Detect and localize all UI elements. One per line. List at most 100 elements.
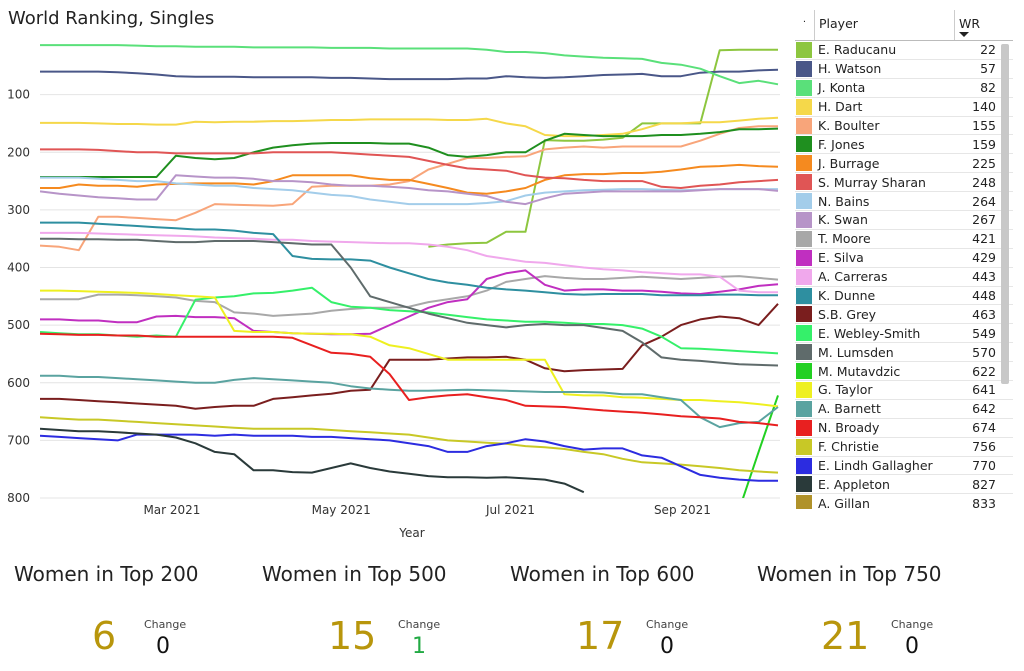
series-line-j-konta[interactable] xyxy=(40,44,779,86)
series-line-m-mutavdzic[interactable] xyxy=(739,395,779,509)
legend-row[interactable]: H. Dart 140 xyxy=(795,98,1013,117)
legend-player-name: A. Carreras xyxy=(818,269,888,285)
legend-swatch xyxy=(796,117,812,134)
legend-row[interactable]: N. Bains 264 xyxy=(795,192,1013,212)
kpi-title: Women in Top 750 xyxy=(757,562,942,586)
legend-row[interactable]: A. Carreras 443 xyxy=(795,268,1013,287)
legend-col-wr[interactable]: WR xyxy=(955,10,1001,40)
y-tick-label: 700 xyxy=(7,433,30,447)
kpi-change-label: Change xyxy=(891,618,934,631)
legend-wr-value: 622 xyxy=(972,363,996,379)
series-line-g-taylor[interactable] xyxy=(40,289,779,408)
legend-swatch xyxy=(796,476,812,493)
kpi-title: Women in Top 600 xyxy=(510,562,695,586)
series-line-h-watson[interactable] xyxy=(40,68,779,81)
legend-col-player[interactable]: Player xyxy=(815,10,955,40)
legend-wr-value: 140 xyxy=(972,99,996,115)
series-line-a-barnett[interactable] xyxy=(40,374,779,429)
kpi-change-label: Change xyxy=(646,618,689,631)
legend-row[interactable]: E. Lindh Gallagher 770 xyxy=(795,457,1013,476)
y-tick-label: 100 xyxy=(7,88,30,102)
series-line-t-moore[interactable] xyxy=(40,275,779,317)
series-line-e-silva[interactable] xyxy=(40,269,779,336)
legend-player-name: E. Lindh Gallagher xyxy=(818,458,933,474)
legend-player-name: E. Appleton xyxy=(818,476,890,492)
legend-wr-value: 267 xyxy=(972,212,996,228)
legend-table: . Player WR E. Raducanu 22 H. Watson 57 J. K… xyxy=(795,10,1013,510)
legend-rows: E. Raducanu 22 H. Watson 57 J. Konta 82 H. Dar… xyxy=(795,41,1013,509)
x-tick-label: Sep 2021 xyxy=(654,503,711,517)
legend-wr-value: 82 xyxy=(980,80,996,96)
series-line-j-burrage[interactable] xyxy=(40,163,779,195)
series-line-k-swan[interactable] xyxy=(40,174,779,206)
legend-wr-value: 549 xyxy=(972,325,996,341)
series-line-k-boulter[interactable] xyxy=(40,125,778,252)
legend-row[interactable]: N. Broady 674 xyxy=(795,419,1013,438)
legend-row[interactable]: E. Appleton 827 xyxy=(795,475,1013,495)
series-line-m-lumsden[interactable] xyxy=(40,237,779,367)
legend-swatch xyxy=(796,381,812,398)
legend-swatch xyxy=(796,268,812,285)
legend-row[interactable]: S. Murray Sharan 248 xyxy=(795,173,1013,193)
legend-row[interactable]: H. Watson 57 xyxy=(795,60,1013,79)
series-line-h-dart[interactable] xyxy=(40,116,779,138)
legend-player-name: N. Broady xyxy=(818,420,880,436)
legend-row[interactable]: J. Konta 82 xyxy=(795,79,1013,98)
y-tick-label: 300 xyxy=(7,203,30,217)
legend-row[interactable]: S.B. Grey 463 xyxy=(795,305,1013,325)
legend-row[interactable]: E. Silva 429 xyxy=(795,249,1013,268)
legend-row[interactable]: F. Jones 159 xyxy=(795,135,1013,155)
legend-wr-value: 827 xyxy=(972,476,996,492)
series-line-e-raducanu[interactable] xyxy=(428,48,778,248)
legend-row[interactable]: T. Moore 421 xyxy=(795,230,1013,249)
legend-col-wr-label: WR xyxy=(959,16,981,31)
legend-row[interactable]: A. Barnett 642 xyxy=(795,400,1013,419)
legend-row[interactable]: M. Lumsden 570 xyxy=(795,343,1013,363)
kpi-value: 15 xyxy=(328,614,377,658)
legend-wr-value: 429 xyxy=(972,250,996,266)
legend-row[interactable]: K. Swan 267 xyxy=(795,211,1013,230)
legend-swatch xyxy=(796,287,812,304)
kpi-title: Women in Top 500 xyxy=(262,562,447,586)
legend-player-name: S.B. Grey xyxy=(818,306,877,322)
series-line-k-dunne[interactable] xyxy=(40,221,778,297)
legend-row[interactable]: M. Mutavdzic 622 xyxy=(795,362,1013,382)
legend-player-name: F. Christie xyxy=(818,439,879,455)
legend-row[interactable]: F. Christie 756 xyxy=(795,438,1013,457)
legend-swatch xyxy=(796,419,812,436)
kpi-change-value: 0 xyxy=(156,634,170,659)
legend-wr-value: 641 xyxy=(972,382,996,398)
legend-player-name: A. Barnett xyxy=(818,401,881,417)
series-line-e-webley-smith[interactable] xyxy=(40,286,779,355)
series-line-a-carreras[interactable] xyxy=(40,231,778,294)
legend-player-name: G. Taylor xyxy=(818,382,873,398)
legend-col-color[interactable]: . xyxy=(795,10,815,40)
legend-swatch xyxy=(796,325,812,342)
legend-row[interactable]: E. Webley-Smith 549 xyxy=(795,324,1013,344)
kpi-value: 6 xyxy=(92,614,117,658)
legend-swatch xyxy=(796,438,812,455)
legend-scrollbar[interactable] xyxy=(1001,44,1009,384)
series-line-n-bains[interactable] xyxy=(40,176,778,206)
legend-player-name: S. Murray Sharan xyxy=(818,174,926,190)
legend-row[interactable]: E. Raducanu 22 xyxy=(795,41,1013,60)
legend-row[interactable]: A. Gillan 833 xyxy=(795,494,1013,509)
legend-player-name: E. Silva xyxy=(818,250,864,266)
series-line-s-murray-sharan[interactable] xyxy=(40,148,779,189)
legend-swatch xyxy=(796,174,812,191)
legend-row[interactable]: J. Burrage 225 xyxy=(795,154,1013,174)
series-line-f-jones[interactable] xyxy=(40,127,779,178)
legend-row[interactable]: K. Dunne 448 xyxy=(795,287,1013,306)
kpi-value: 17 xyxy=(576,614,625,658)
legend-swatch xyxy=(796,98,812,115)
legend-row[interactable]: G. Taylor 641 xyxy=(795,381,1013,400)
legend-row[interactable]: K. Boulter 155 xyxy=(795,117,1013,136)
legend-player-name: E. Webley-Smith xyxy=(818,325,921,341)
series-line-n-broady[interactable] xyxy=(40,332,779,427)
legend-player-name: J. Konta xyxy=(818,80,866,96)
series-line-s-b-grey[interactable] xyxy=(40,303,779,410)
series-line-e-appleton[interactable] xyxy=(40,427,585,494)
legend-wr-value: 833 xyxy=(972,495,996,509)
series-line-f-christie[interactable] xyxy=(40,416,779,474)
legend-swatch xyxy=(796,457,812,474)
